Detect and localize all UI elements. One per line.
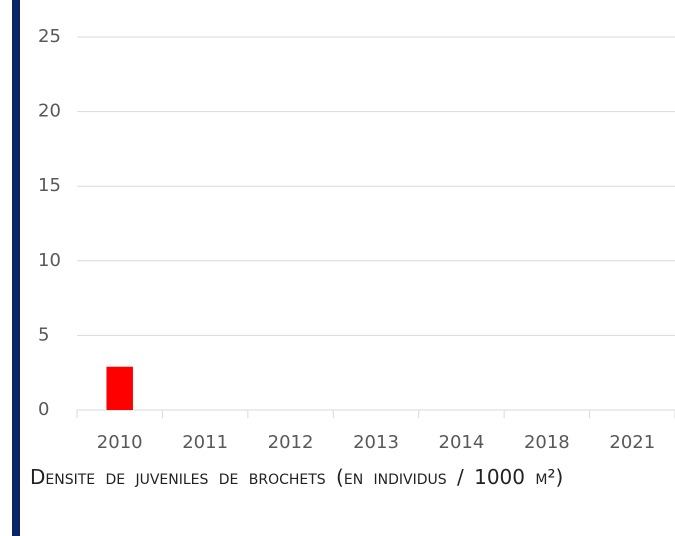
y-tick-label: 5 — [38, 324, 49, 345]
bar — [106, 366, 133, 410]
x-tick-label: 2012 — [268, 432, 314, 453]
y-tick-label: 25 — [38, 26, 61, 47]
x-tick-label: 2011 — [182, 432, 228, 453]
y-tick-label: 10 — [38, 250, 61, 271]
y-tick-label: 15 — [38, 175, 61, 196]
x-tick-label: 2018 — [524, 432, 570, 453]
x-tick-label: 2021 — [609, 432, 655, 453]
chart: 0 5 10 15 20 25 2010 2011 2012 2013 2014 2018 2021 — [38, 26, 675, 453]
y-tick-label: 20 — [38, 101, 61, 122]
x-tick-label: 2013 — [353, 432, 399, 453]
y-tick-label: 0 — [38, 399, 49, 420]
x-tick-label: 2014 — [439, 432, 485, 453]
side-bar — [12, 0, 20, 536]
x-tick-label: 2010 — [97, 432, 143, 453]
caption: Densite de juveniles de brochets (en ind… — [30, 465, 564, 489]
